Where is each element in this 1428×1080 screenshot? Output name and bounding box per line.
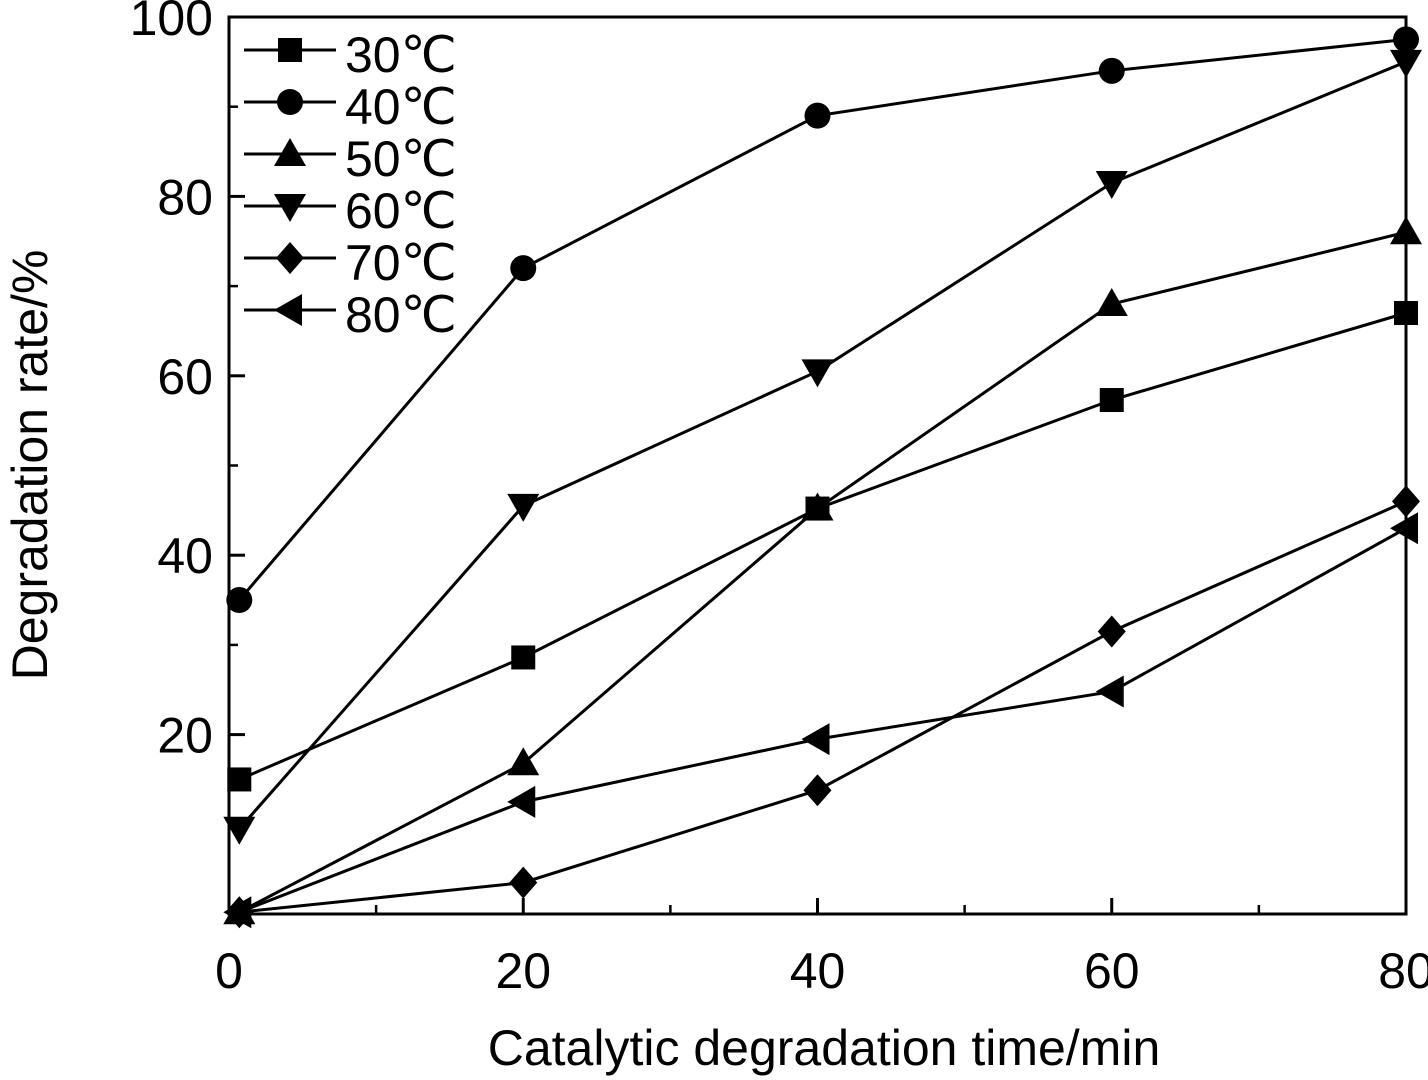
legend-marker [276, 242, 304, 274]
legend: 30℃40℃50℃60℃70℃80℃ [244, 27, 457, 343]
legend-label: 50℃ [345, 131, 457, 187]
data-point [1099, 388, 1124, 413]
legend-marker [278, 38, 302, 62]
data-point [223, 816, 256, 845]
legend-marker [277, 89, 303, 115]
series-line [239, 500, 1407, 914]
major-ticks [227, 15, 1408, 914]
data-point [511, 645, 536, 670]
legend-item: 80℃ [244, 287, 457, 343]
x-tick-label: 20 [495, 943, 551, 999]
y-tick-label: 100 [130, 0, 213, 46]
data-point [801, 359, 834, 388]
legend-marker [274, 138, 306, 166]
legend-label: 70℃ [345, 235, 457, 291]
data-point [227, 767, 252, 792]
x-tick-label: 80 [1378, 943, 1428, 999]
data-point [1390, 512, 1418, 545]
data-point [801, 492, 834, 521]
y-tick-label: 60 [157, 349, 213, 405]
data-point [1394, 301, 1418, 326]
y-tick-label: 80 [157, 169, 213, 225]
data-point [1392, 485, 1420, 518]
data-point [803, 774, 832, 807]
legend-label: 80℃ [345, 287, 457, 343]
y-tick-label: 20 [157, 708, 213, 764]
x-tick-labels: 0 20 40 60 80 [215, 943, 1428, 999]
series-3 [223, 49, 1422, 845]
y-axis-title: Degradation rate/% [2, 250, 58, 681]
legend-marker [274, 294, 302, 326]
series-1 [226, 26, 1419, 614]
data-point [510, 255, 537, 282]
legend-marker [274, 194, 306, 222]
data-point [1095, 288, 1128, 317]
series-layer [223, 26, 1422, 929]
legend-item: 70℃ [244, 235, 457, 291]
x-tick-label: 40 [790, 943, 846, 999]
data-point [1393, 26, 1419, 53]
data-point [507, 747, 540, 776]
data-point [509, 866, 538, 899]
series-line [238, 526, 1407, 914]
legend-item: 40℃ [244, 79, 457, 135]
x-axis-title: Catalytic degradation time/min [488, 1020, 1161, 1076]
data-point [804, 102, 831, 129]
legend-item: 30℃ [244, 27, 457, 83]
data-point [226, 587, 253, 614]
series-line [238, 311, 1407, 781]
data-point [1095, 675, 1124, 708]
x-tick-label: 0 [215, 943, 243, 999]
data-point [801, 723, 830, 756]
data-point [1097, 615, 1126, 648]
data-point [507, 493, 540, 522]
series-5 [223, 512, 1418, 929]
data-point [223, 896, 252, 929]
data-point [1390, 49, 1422, 78]
series-4 [225, 485, 1420, 929]
legend-item: 50℃ [244, 131, 457, 187]
legend-item: 60℃ [244, 183, 457, 239]
x-tick-label: 60 [1084, 943, 1140, 999]
legend-label: 40℃ [345, 79, 457, 135]
data-point [1390, 216, 1422, 245]
y-tick-label: 40 [157, 528, 213, 584]
data-point [1098, 57, 1125, 84]
data-point [1095, 170, 1128, 199]
y-tick-labels: 20 40 60 80 100 [130, 0, 213, 764]
legend-label: 60℃ [345, 183, 457, 239]
legend-label: 30℃ [345, 27, 457, 83]
data-point [507, 785, 536, 818]
